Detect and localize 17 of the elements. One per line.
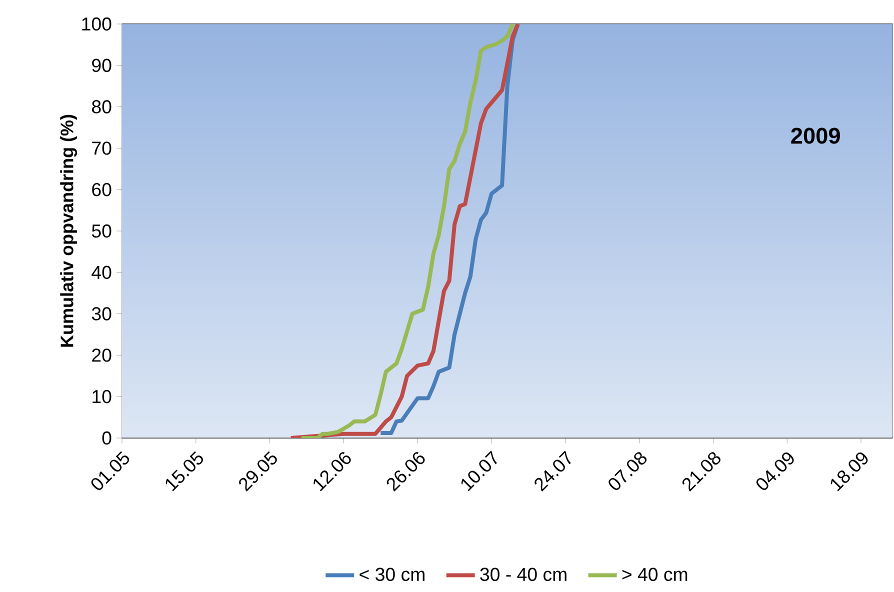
- legend-label: 30 - 40 cm: [480, 568, 566, 582]
- y-tick-label: 90: [92, 58, 112, 72]
- annotation: 2009: [791, 128, 840, 144]
- y-axis-title: Kumulativ oppvandring (%): [60, 114, 77, 347]
- legend-label: < 30 cm: [360, 568, 424, 582]
- y-tick-label: 100: [82, 17, 112, 31]
- line-series: [378, 24, 520, 436]
- y-tick-label: 20: [92, 348, 112, 362]
- y-tick-label: 50: [92, 224, 112, 238]
- y-tick-label: 0: [102, 431, 112, 445]
- legend-label: > 40 cm: [622, 568, 688, 582]
- y-tick-label: 60: [92, 182, 112, 196]
- y-tick-label: 30: [92, 307, 112, 320]
- y-tick-label: 40: [92, 266, 112, 280]
- y-tick-label: 10: [92, 390, 112, 404]
- y-tick-label: 70: [92, 142, 112, 155]
- y-tick-label: 80: [92, 100, 112, 114]
